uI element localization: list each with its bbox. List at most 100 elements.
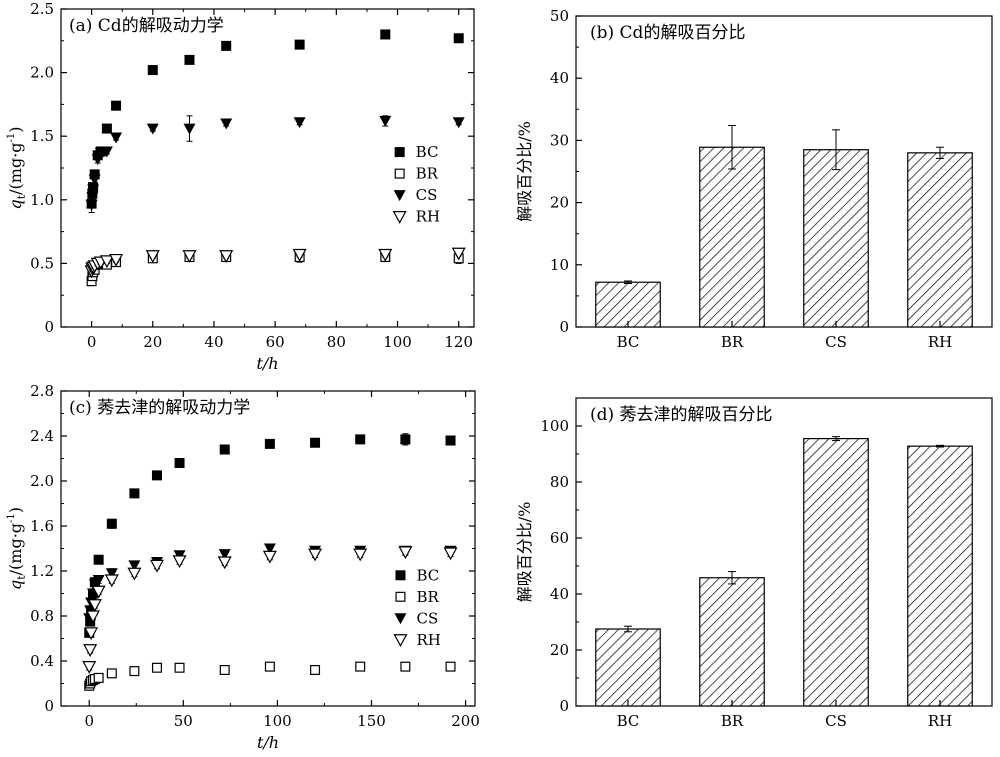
- data-point-CS: [88, 174, 101, 186]
- data-point-RH: [262, 550, 277, 564]
- data-point-CS: [293, 117, 306, 129]
- legend-marker-BR: [395, 591, 406, 602]
- legend-label: BC: [416, 566, 439, 584]
- y-tick-label: 0.8: [30, 607, 54, 625]
- data-point-BR: [174, 662, 185, 673]
- legend-label: RH: [416, 631, 440, 649]
- data-point-BR: [106, 668, 117, 679]
- x-tick-label: CS: [825, 333, 847, 351]
- data-point-CS: [263, 543, 276, 555]
- data-point-CS: [146, 123, 159, 135]
- data-point-BC: [147, 65, 158, 76]
- x-tick-label: 150: [357, 712, 386, 730]
- data-point-CS: [85, 199, 98, 211]
- x-tick-label: RH: [928, 712, 952, 730]
- x-tick-label: 60: [266, 333, 285, 351]
- data-point-BC: [111, 100, 122, 111]
- data-point-BR: [400, 661, 411, 672]
- chart-title: (a) Cd的解吸动力学: [69, 16, 224, 36]
- legend-label: CS: [416, 186, 438, 204]
- chart-panel-2: 0 0.4 0.8 1.2 1.6 2.0 2.4 2.8 0 50 100 150 200 (c) 莠去…: [6, 382, 480, 752]
- legend-marker-BR: [394, 168, 405, 179]
- y-axis-label-part: q: [6, 580, 25, 590]
- y-tick-label: 2.0: [30, 64, 54, 82]
- y-tick-label: 2.4: [30, 427, 54, 445]
- y-tick-label: 20: [550, 194, 569, 212]
- bar-CS: [803, 438, 869, 707]
- bar-BR: [699, 146, 765, 328]
- y-axis-label: 解吸百分比/%: [515, 121, 534, 222]
- data-point-BC: [380, 29, 391, 40]
- data-point-BR: [151, 662, 162, 673]
- data-point-CS: [128, 560, 141, 572]
- legend-label: BC: [416, 143, 439, 161]
- y-axis-label-part: /(mg·g: [6, 523, 25, 575]
- data-point-BC: [219, 444, 230, 455]
- x-tick-label: 200: [451, 712, 480, 730]
- chart-title: (d) 莠去津的解吸百分比: [590, 405, 773, 425]
- x-tick-label: 120: [444, 333, 473, 351]
- x-axis-label: t/h: [256, 354, 278, 373]
- y-tick-label: 80: [550, 473, 569, 491]
- data-point-CS: [110, 132, 123, 144]
- data-point-RH: [398, 546, 413, 560]
- data-point-BC: [310, 437, 321, 448]
- chart-title: (c) 莠去津的解吸动力学: [69, 398, 250, 418]
- x-tick-label: 80: [327, 333, 346, 351]
- y-axis-label-part: ): [6, 126, 25, 132]
- x-tick-label: 100: [383, 333, 412, 351]
- y-tick-label: 100: [540, 417, 569, 435]
- y-tick-label: 40: [550, 69, 569, 87]
- data-point-RH: [308, 548, 323, 562]
- y-tick-label: 50: [550, 7, 569, 25]
- data-point-RH: [182, 250, 197, 264]
- data-point-BR: [129, 666, 140, 677]
- data-point-RH: [353, 548, 368, 562]
- y-tick-label: 2.8: [30, 382, 54, 400]
- y-tick-label: 2.5: [30, 0, 54, 18]
- series-BC: [86, 29, 464, 209]
- data-point-CS: [183, 123, 196, 135]
- x-tick-label: BR: [721, 333, 744, 351]
- legend-label: RH: [416, 208, 440, 226]
- y-tick-label: 0: [44, 318, 54, 336]
- data-point-BC: [184, 54, 195, 65]
- x-tick-label: BC: [617, 333, 640, 351]
- x-tick-label: BC: [617, 712, 640, 730]
- data-point-RH: [83, 644, 98, 658]
- x-tick-label: 50: [174, 712, 193, 730]
- y-tick-label: 2.0: [30, 472, 54, 490]
- data-point-RH: [172, 555, 187, 569]
- bar-RH: [907, 445, 973, 707]
- data-point-BC: [106, 518, 117, 529]
- legend-label: BR: [416, 588, 439, 606]
- data-point-BR: [310, 664, 321, 675]
- series-BR: [84, 661, 456, 691]
- y-tick-label: 30: [550, 131, 569, 149]
- data-point-BR: [264, 661, 275, 672]
- legend-marker-CS: [394, 613, 407, 625]
- y-axis-label: 解吸百分比/%: [515, 502, 534, 603]
- y-axis-label-part: /(mg·g: [6, 142, 25, 194]
- y-axis-label-part: q: [6, 199, 25, 209]
- data-point-RH: [217, 556, 232, 570]
- y-tick-label: 20: [550, 641, 569, 659]
- y-axis-label-part: -1: [6, 513, 17, 523]
- legend-marker-RH: [392, 211, 407, 224]
- series-RH: [84, 247, 466, 279]
- data-point-BC: [151, 470, 162, 481]
- data-point-CS: [105, 568, 118, 580]
- legend-marker-CS: [393, 190, 406, 202]
- y-tick-label: 10: [550, 256, 569, 274]
- data-point-BC: [129, 488, 140, 499]
- y-tick-label: 0.5: [30, 254, 54, 272]
- data-point-BC: [93, 554, 104, 565]
- y-axis-label: qt/(mg·g-1): [6, 126, 28, 209]
- y-axis-label-part: -1: [6, 133, 17, 143]
- data-point-RH: [145, 250, 160, 264]
- chart-title: (b) Cd的解吸百分比: [590, 23, 745, 43]
- data-point-RH: [443, 547, 458, 561]
- plot-frame: [575, 397, 993, 707]
